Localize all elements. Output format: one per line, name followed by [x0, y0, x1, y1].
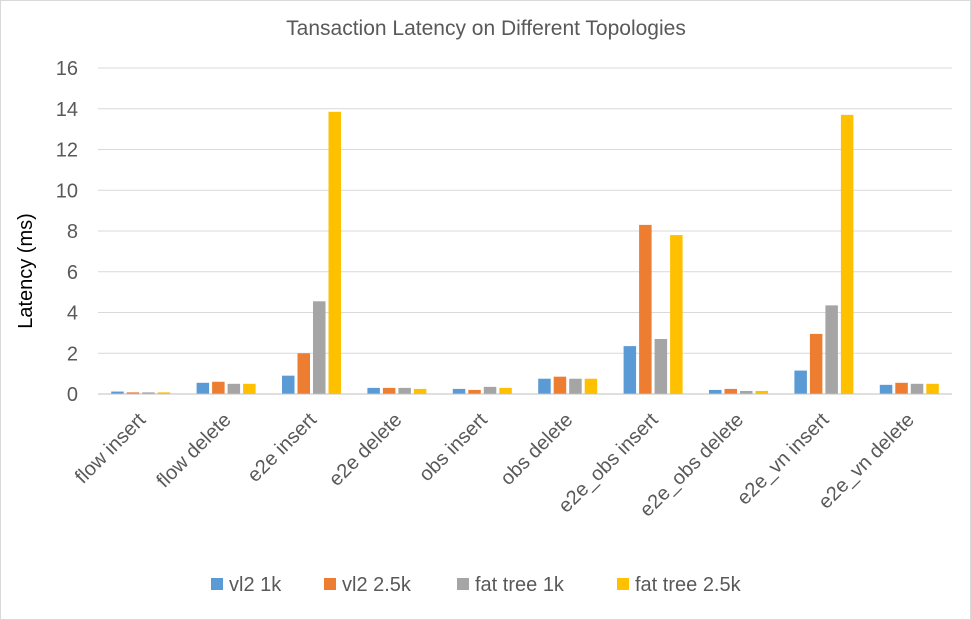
bar [825, 305, 838, 394]
bar [553, 376, 567, 394]
bar [297, 353, 310, 394]
legend-swatch [617, 578, 629, 590]
bar [243, 383, 256, 394]
bar [111, 391, 124, 394]
bar [670, 235, 683, 394]
y-tick-label: 8 [67, 221, 78, 243]
bar [623, 346, 637, 394]
bar [142, 392, 155, 394]
bar [709, 389, 722, 394]
legend-swatch [211, 578, 223, 590]
x-tick-label: e2e delete [325, 409, 407, 491]
bar [413, 388, 427, 394]
legend-label: vl2 2.5k [342, 574, 412, 596]
bar [157, 392, 171, 394]
bar [483, 386, 497, 394]
bar [538, 378, 551, 394]
y-tick-label: 14 [56, 99, 78, 121]
bar [840, 114, 854, 395]
y-tick-label: 10 [56, 180, 78, 202]
bar [212, 381, 225, 394]
x-axis-ticks: flow insert flow delete e2e insert e2e dele… [71, 409, 919, 522]
bar [809, 333, 823, 394]
x-tick-label: obs insert [415, 409, 492, 486]
bar [895, 382, 908, 394]
x-tick-label: e2e insert [243, 409, 321, 487]
bar [584, 378, 598, 394]
chart-title: Tansaction Latency on Different Topologi… [286, 17, 686, 40]
bar [654, 338, 668, 394]
y-tick-label: 2 [67, 343, 78, 365]
bar [328, 111, 341, 395]
bar [126, 392, 140, 394]
bar [755, 390, 768, 394]
bar [910, 383, 924, 394]
bar [398, 387, 411, 394]
y-tick-label: 6 [67, 262, 78, 284]
bar [227, 383, 241, 394]
legend-swatch [324, 578, 336, 590]
legend-label: fat tree 1k [475, 574, 565, 596]
x-tick-label: flow insert [71, 409, 151, 489]
bar [740, 390, 753, 394]
bar [382, 387, 396, 394]
legend: vl2 1k vl2 2.5k fat tree 1k fat tree 2.5k [211, 574, 742, 596]
bars [111, 111, 939, 395]
bar [196, 382, 210, 394]
y-axis-ticks: 0 2 4 6 8 10 12 14 16 [56, 58, 78, 406]
gridlines [98, 67, 952, 354]
bar [879, 384, 893, 394]
bar [367, 387, 380, 394]
y-tick-label: 0 [67, 384, 78, 406]
bar [499, 387, 512, 394]
legend-swatch [457, 578, 469, 590]
bar [794, 370, 807, 394]
bar [724, 388, 737, 394]
y-tick-label: 4 [67, 303, 78, 325]
bar [313, 301, 326, 394]
bar [639, 224, 652, 394]
bar [282, 375, 295, 394]
y-tick-label: 16 [56, 58, 78, 80]
bar [569, 378, 582, 394]
legend-label: fat tree 2.5k [635, 574, 742, 596]
legend-label: vl2 1k [229, 574, 282, 596]
y-tick-label: 12 [56, 140, 78, 162]
bar [468, 389, 481, 394]
bar [926, 383, 939, 394]
x-tick-label: obs delete [496, 409, 577, 490]
bar [452, 388, 466, 394]
x-tick-label: flow delete [152, 409, 235, 492]
y-axis-label: Latency (ms) [15, 213, 37, 329]
